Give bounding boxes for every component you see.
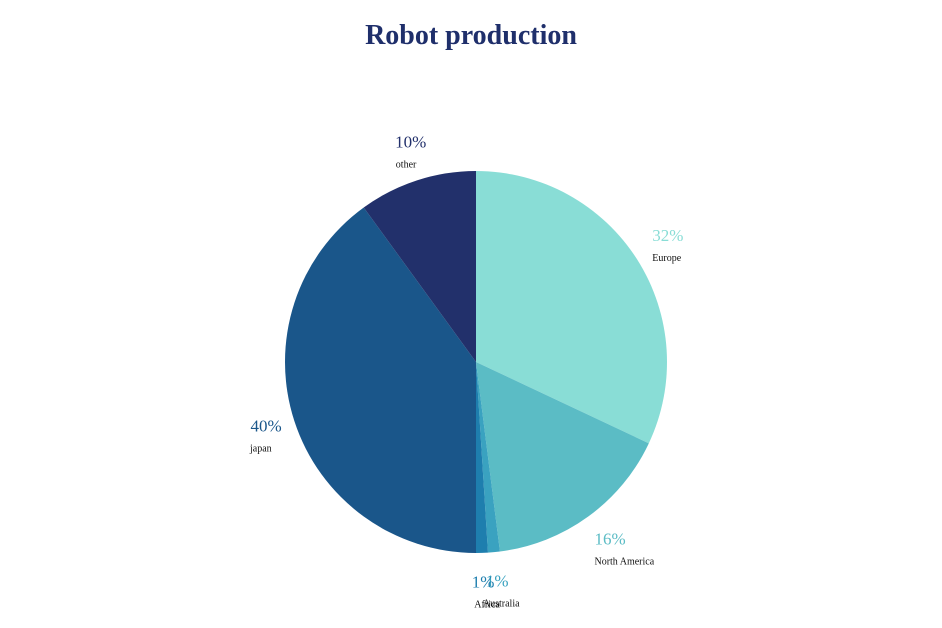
- slice-label-australia: Australia: [483, 598, 520, 609]
- slice-percent-europe: 32%: [652, 226, 683, 245]
- pie-slices: [284, 171, 667, 553]
- pie-slice-europe: [476, 171, 667, 444]
- slice-label-other: other: [396, 160, 417, 171]
- slice-percent-north-america: 16%: [594, 529, 625, 548]
- pie-slice-north-america: [476, 362, 649, 552]
- pie-slice-africa: [476, 362, 488, 553]
- slice-label-europe: Europe: [652, 253, 681, 264]
- slice-label-japan: japan: [249, 444, 272, 455]
- pie-slice-other: [363, 171, 476, 362]
- slice-label-africa: Africa: [474, 599, 500, 610]
- pie-slice-australia: [476, 362, 500, 553]
- slice-percent-australia: 1%: [486, 571, 509, 590]
- slice-percent-other: 10%: [395, 133, 426, 152]
- slice-label-north-america: North America: [594, 556, 654, 567]
- pie-labels: 32% Europe 16% North America 1% Australia 1% Af…: [249, 133, 683, 611]
- chart-title: Robot production: [365, 20, 577, 51]
- pie-slice-japan: [284, 207, 476, 553]
- slice-percent-africa: 1%: [472, 572, 495, 591]
- slice-percent-japan: 40%: [250, 417, 281, 436]
